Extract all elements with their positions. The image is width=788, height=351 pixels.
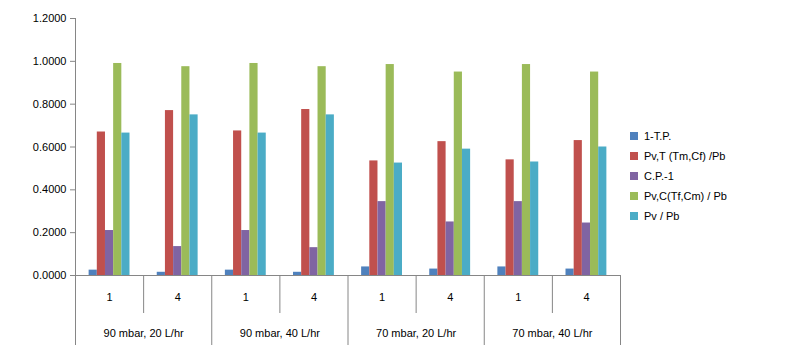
svg-text:70 mbar, 40 L/hr: 70 mbar, 40 L/hr bbox=[512, 327, 592, 339]
svg-text:90 mbar, 40 L/hr: 90 mbar, 40 L/hr bbox=[240, 327, 320, 339]
svg-text:0.4000: 0.4000 bbox=[33, 183, 67, 195]
svg-text:1.2000: 1.2000 bbox=[33, 12, 67, 24]
svg-text:4: 4 bbox=[175, 291, 181, 303]
svg-text:70 mbar, 20 L/hr: 70 mbar, 20 L/hr bbox=[376, 327, 456, 339]
svg-text:1: 1 bbox=[107, 291, 113, 303]
svg-text:4: 4 bbox=[583, 291, 589, 303]
svg-text:4: 4 bbox=[311, 291, 317, 303]
svg-text:1: 1 bbox=[243, 291, 249, 303]
svg-text:1.0000: 1.0000 bbox=[33, 55, 67, 67]
html-text:Pv,C(Tf,Cm) / Pb: Pv,C(Tf,Cm) / Pb bbox=[644, 189, 727, 202]
html-text:Pv / Pb: Pv / Pb bbox=[644, 209, 680, 222]
html-text:C.P.-1: C.P.-1 bbox=[644, 169, 674, 182]
svg-text:1: 1 bbox=[379, 291, 385, 303]
svg-text:0.2000: 0.2000 bbox=[33, 226, 67, 238]
svg-text:0.8000: 0.8000 bbox=[33, 98, 67, 110]
svg-text:0.0000: 0.0000 bbox=[33, 269, 67, 281]
html-text:Pv,T (Tm,Cf) /Pb: Pv,T (Tm,Cf) /Pb bbox=[644, 149, 726, 162]
svg-text:90 mbar, 20 L/hr: 90 mbar, 20 L/hr bbox=[104, 327, 184, 339]
html-text:1-T.P.: 1-T.P. bbox=[644, 129, 672, 142]
svg-text:0.6000: 0.6000 bbox=[33, 141, 67, 153]
svg-text:4: 4 bbox=[447, 291, 453, 303]
svg-text:1: 1 bbox=[515, 291, 521, 303]
